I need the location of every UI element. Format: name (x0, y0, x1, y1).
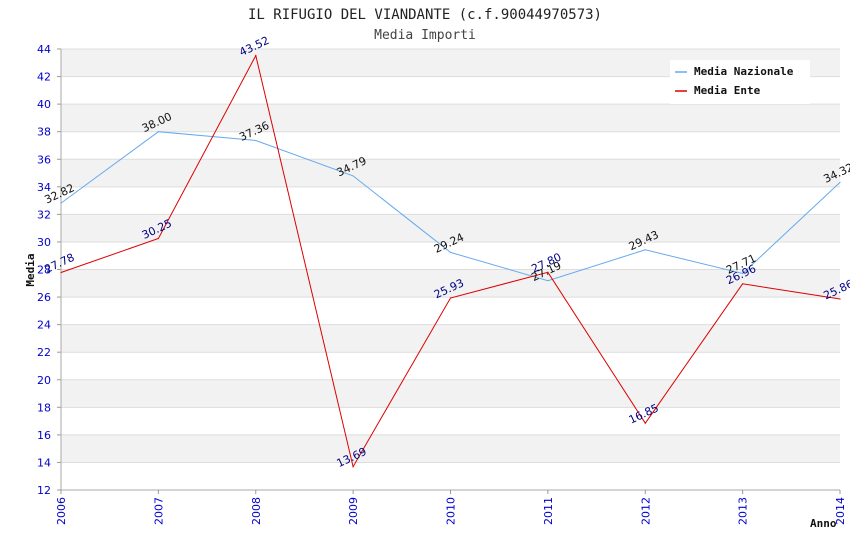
y-tick-label: 34 (37, 181, 51, 194)
grid-band (61, 434, 840, 463)
x-tick-label: 2011 (542, 497, 555, 525)
x-axis-title: Anno (810, 517, 837, 530)
y-tick-label: 24 (37, 319, 51, 332)
y-axis-title: Media (24, 253, 37, 286)
y-tick-label: 28 (37, 264, 51, 277)
point-media-nazionale (60, 202, 62, 204)
chart-subtitle: Media Importi (374, 28, 476, 43)
point-media-nazionale (157, 131, 159, 133)
y-tick-label: 36 (37, 153, 51, 166)
point-media-ente (742, 283, 744, 285)
x-tick-label: 2009 (347, 497, 360, 525)
y-tick-label: 42 (37, 71, 51, 84)
axes (57, 48, 841, 494)
y-tick-label: 14 (37, 456, 51, 469)
grid-band (61, 352, 840, 380)
x-tick-label: 2014 (834, 497, 847, 525)
point-media-ente (839, 298, 841, 300)
legend-label-media-ente: Media Ente (694, 84, 761, 97)
grid-lines (61, 48, 840, 491)
y-tick-label: 32 (37, 208, 51, 221)
x-tick-label: 2007 (152, 497, 165, 525)
y-tick-label: 18 (37, 401, 51, 414)
y-tick-labels: 12 14 16 18 20 22 24 26 28 30 32 34 36 38 40 42 44 (37, 43, 51, 497)
grid-band (61, 462, 840, 490)
x-tick-labels: 2006 2007 2008 2009 2010 2011 2012 2013 2014 (55, 497, 847, 525)
x-tick-label: 2012 (639, 497, 652, 525)
legend-label-media-nazionale: Media Nazionale (694, 65, 794, 78)
point-media-ente (352, 466, 354, 468)
series-lines (60, 54, 841, 469)
grid-band (61, 159, 840, 187)
x-tick-label: 2010 (445, 497, 458, 525)
point-media-nazionale (352, 175, 354, 177)
point-media-ente (644, 422, 646, 424)
y-tick-label: 16 (37, 429, 51, 442)
grid-band (61, 214, 840, 242)
y-tick-label: 20 (37, 374, 51, 387)
x-tick-label: 2008 (250, 497, 263, 525)
point-media-nazionale (839, 181, 841, 184)
grid-band (61, 269, 840, 298)
x-tick-label: 2006 (55, 497, 68, 525)
point-media-nazionale (742, 272, 744, 275)
grid-band (61, 407, 840, 435)
point-media-nazionale (547, 280, 549, 282)
grid-band (61, 186, 840, 215)
grid-band (61, 324, 840, 353)
y-tick-label: 38 (37, 126, 51, 139)
y-tick-label: 26 (37, 291, 51, 304)
legend: Media Nazionale Media Ente (670, 60, 810, 104)
point-media-nazionale (644, 249, 646, 251)
point-media-ente (157, 237, 159, 240)
point-media-ente (60, 271, 62, 274)
x-tick-label: 2013 (737, 497, 750, 525)
y-tick-label: 44 (37, 43, 51, 56)
point-media-ente (547, 271, 549, 273)
chart-title: IL RIFUGIO DEL VIANDANTE (c.f.9004497057… (248, 7, 602, 23)
grid-band (61, 379, 840, 408)
legend-box (670, 60, 810, 104)
grid-bands (61, 49, 840, 490)
point-media-ente (255, 55, 257, 57)
grid-band (61, 131, 840, 160)
y-tick-label: 12 (37, 484, 51, 497)
grid-band (61, 104, 840, 132)
grid-band (61, 297, 840, 325)
y-tick-label: 40 (37, 98, 51, 111)
y-tick-label: 22 (37, 346, 51, 359)
point-media-ente (449, 297, 452, 299)
point-media-nazionale (449, 251, 452, 254)
grid-band (61, 241, 840, 270)
point-media-nazionale (255, 139, 257, 142)
y-tick-label: 30 (37, 236, 51, 249)
